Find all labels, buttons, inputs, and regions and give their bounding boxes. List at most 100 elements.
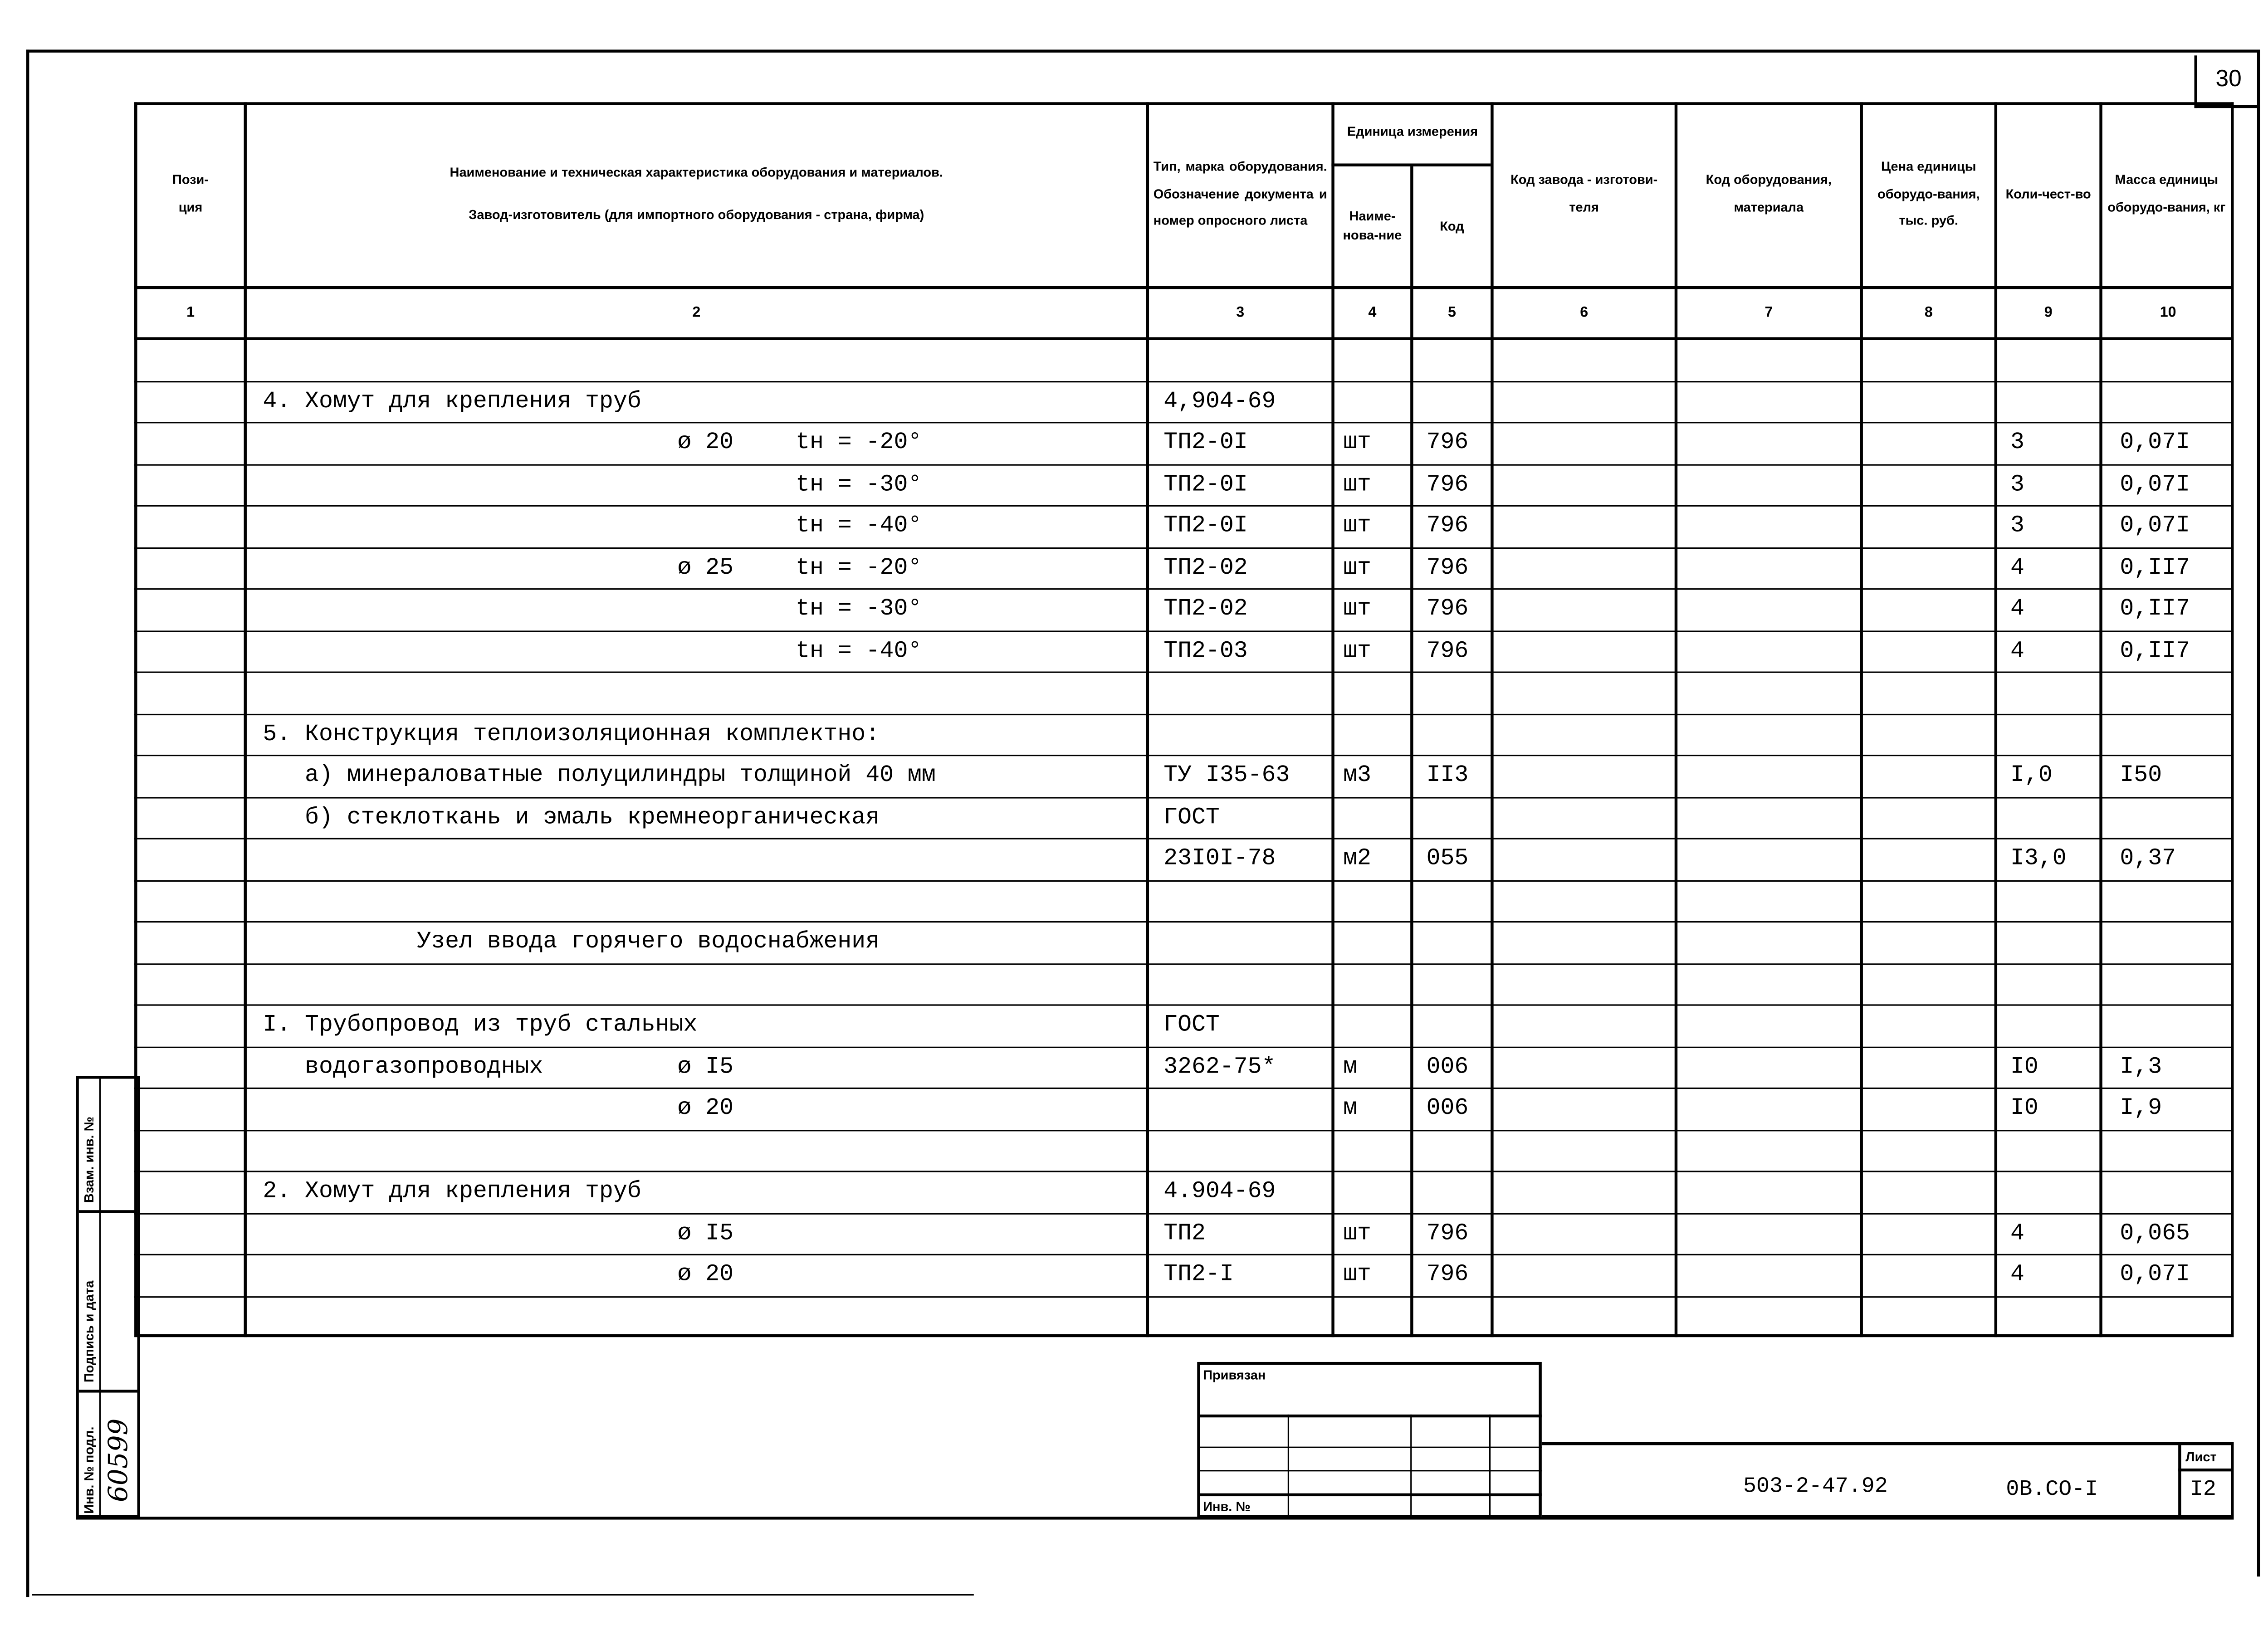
column-number-5: 5 bbox=[1410, 286, 1491, 339]
table-row: tн = -40° ТП2-03 шт 796 4 0,II7 bbox=[0, 630, 2268, 672]
sheet-label: Лист bbox=[2185, 1450, 2217, 1464]
row-divider bbox=[134, 380, 2234, 382]
cell-document: ТП2-0I bbox=[1163, 429, 1248, 456]
cell-document: ТП2-03 bbox=[1163, 637, 1248, 664]
cell-quantity: 4 bbox=[2010, 554, 2024, 581]
header-name: Наименование и техническая характеристик… bbox=[244, 102, 1146, 286]
row-divider bbox=[134, 838, 2234, 839]
header-unit-group: Единица измерения bbox=[1331, 102, 1491, 166]
row-divider bbox=[134, 921, 2234, 923]
column-number-8: 8 bbox=[1860, 286, 1994, 339]
row-divider bbox=[134, 1129, 2234, 1131]
cell-unit-code: 796 bbox=[1426, 470, 1469, 497]
cell-document: ГОСТ bbox=[1163, 1011, 1220, 1038]
cell-mass: 0,37 bbox=[2120, 845, 2176, 872]
header-name-line2: Завод-изготовитель (для импортного обору… bbox=[469, 207, 924, 222]
cell-mass: 0,II7 bbox=[2120, 595, 2190, 622]
cell-document: ТП2-02 bbox=[1163, 554, 1248, 581]
column-number-3: 3 bbox=[1146, 286, 1332, 339]
row-divider bbox=[134, 1087, 2234, 1089]
cell-unit-code: 796 bbox=[1426, 637, 1469, 664]
cell-item-name: б) стеклоткань и эмаль кремнеорганическа… bbox=[263, 803, 880, 830]
cell-unit: шт bbox=[1343, 1261, 1371, 1288]
side-strip: Взам. инв. № Подпись и дата Инв. № подл.… bbox=[76, 1076, 140, 1518]
header-type: Тип, марка оборудования. Обозначение док… bbox=[1146, 102, 1332, 286]
table-row: ø I5 ТП2 шт 796 4 0,065 bbox=[0, 1212, 2268, 1254]
cell-document: ГОСТ bbox=[1163, 803, 1220, 830]
row-divider bbox=[134, 755, 2234, 756]
signature-date-label: Подпись и дата bbox=[82, 1280, 97, 1383]
cell-diameter: ø I5 bbox=[677, 1053, 734, 1080]
cell-mass: I,3 bbox=[2120, 1053, 2162, 1080]
cell-document: ТП2-02 bbox=[1163, 595, 1248, 622]
cell-unit-code: 006 bbox=[1426, 1053, 1469, 1080]
cell-temperature: tн = -30° bbox=[796, 595, 922, 622]
cell-document: ТП2 bbox=[1163, 1220, 1206, 1246]
cell-unit-code: 796 bbox=[1426, 429, 1469, 456]
column-number-9: 9 bbox=[1994, 286, 2100, 339]
cell-unit-code: 796 bbox=[1426, 1220, 1469, 1246]
title-block: 503-2-47.92 0В.СО-I Лист I2 bbox=[1541, 1442, 2234, 1518]
replace-inv-label: Взам. инв. № bbox=[82, 1117, 97, 1203]
cell-unit: шт bbox=[1343, 470, 1371, 497]
cell-unit: м bbox=[1343, 1094, 1358, 1121]
cell-temperature: tн = -40° bbox=[796, 637, 922, 664]
cell-mass: 0,07I bbox=[2120, 1261, 2190, 1288]
table-row bbox=[0, 339, 2268, 381]
cell-quantity: 3 bbox=[2010, 429, 2024, 456]
row-divider bbox=[134, 1254, 2234, 1255]
row-divider bbox=[134, 1046, 2234, 1048]
row-divider bbox=[134, 588, 2234, 590]
cell-diameter: ø 20 bbox=[677, 1094, 734, 1121]
table-row bbox=[0, 879, 2268, 921]
column-number-6: 6 bbox=[1491, 286, 1675, 339]
bottom-frame-line bbox=[76, 1517, 2234, 1520]
orig-inv-value: 60599 bbox=[103, 1418, 135, 1502]
cell-diameter: ø 25 bbox=[677, 554, 734, 581]
header-unit-code: Код bbox=[1410, 166, 1491, 286]
column-number-2: 2 bbox=[244, 286, 1146, 339]
column-number-4: 4 bbox=[1331, 286, 1410, 339]
cell-diameter: ø 20 bbox=[677, 429, 734, 456]
header-divider bbox=[134, 286, 2234, 289]
cell-quantity: I0 bbox=[2010, 1053, 2038, 1080]
table-row: tн = -30° ТП2-0I шт 796 3 0,07I bbox=[0, 464, 2268, 505]
column-number-10: 10 bbox=[2099, 286, 2234, 339]
row-divider bbox=[134, 463, 2234, 465]
cell-unit: шт bbox=[1343, 595, 1371, 622]
cell-item-name: Узел ввода горячего водоснабжения bbox=[263, 928, 880, 955]
table-row: б) стеклоткань и эмаль кремнеорганическа… bbox=[0, 796, 2268, 838]
cell-mass: 0,07I bbox=[2120, 512, 2190, 539]
table-row bbox=[0, 963, 2268, 1005]
cell-document: 23I0I-78 bbox=[1163, 845, 1276, 872]
cell-unit: м3 bbox=[1343, 762, 1371, 789]
cell-unit-code: 006 bbox=[1426, 1094, 1469, 1121]
cell-unit: шт bbox=[1343, 429, 1371, 456]
sheet-number: I2 bbox=[2190, 1477, 2216, 1502]
cell-diameter: ø 20 bbox=[677, 1261, 734, 1288]
table-row bbox=[0, 1129, 2268, 1171]
row-divider bbox=[134, 1171, 2234, 1172]
cell-quantity: 3 bbox=[2010, 470, 2024, 497]
row-divider bbox=[134, 796, 2234, 798]
cell-unit-code: 796 bbox=[1426, 554, 1469, 581]
cell-document: 3262-75* bbox=[1163, 1053, 1276, 1080]
cell-mass: 0,07I bbox=[2120, 470, 2190, 497]
cell-unit-code: 055 bbox=[1426, 845, 1469, 872]
number-row-divider bbox=[134, 337, 2234, 340]
cell-item-name: 2. Хомут для крепления труб bbox=[263, 1178, 641, 1205]
row-divider bbox=[134, 630, 2234, 632]
cell-item-name: 5. Конструкция теплоизоляционная комплек… bbox=[263, 720, 880, 747]
header-quantity: Коли-чест-во bbox=[1994, 102, 2100, 286]
table-row: ø 20 ТП2-I шт 796 4 0,07I bbox=[0, 1254, 2268, 1296]
corner-number-box: 30 bbox=[2194, 55, 2260, 108]
cell-document: ТП2-0I bbox=[1163, 512, 1248, 539]
cell-document: ТУ I35-63 bbox=[1163, 762, 1290, 789]
cell-mass: 0,II7 bbox=[2120, 637, 2190, 664]
table-row: а) минераловатные полуцилиндры толщиной … bbox=[0, 755, 2268, 796]
row-divider bbox=[134, 422, 2234, 424]
header-price: Цена единицы оборудо-вания, тыс. руб. bbox=[1860, 102, 1994, 286]
header-position: Пози- ция bbox=[134, 102, 244, 286]
row-divider bbox=[134, 671, 2234, 673]
table-row: Узел ввода горячего водоснабжения bbox=[0, 921, 2268, 963]
